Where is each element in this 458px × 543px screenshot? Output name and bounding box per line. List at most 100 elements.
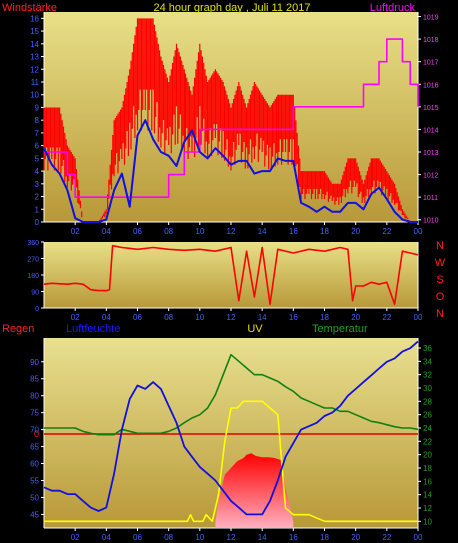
bottom-x-tick-label: 12 [227,533,236,542]
pressure-tick-label: 1018 [423,37,439,44]
top-x-tick-label: 16 [289,227,298,236]
temperature-tick-label: 32 [423,371,432,380]
humidity-tick-label: 50 [30,493,39,502]
pressure-tick-label: 1015 [423,105,439,112]
compass-n-label: N [436,308,444,320]
temperature-tick-label: 24 [423,424,432,433]
bottom-x-tick-label: 22 [382,533,391,542]
pressure-tick-label: 1019 [423,15,439,22]
humidity-tick-label: 55 [30,477,39,486]
direction-tick-label: 270 [27,257,39,264]
wind-average-series [43,119,418,223]
top-x-tick-label: 08 [164,227,173,236]
top-x-tick-label: 10 [195,227,204,236]
humidity-label: Luftfeuchte [66,323,120,335]
chart-title: 24 hour graph day , Juli 11 2017 [154,2,311,14]
mid-x-tick-label: 12 [227,313,236,322]
temperature-tick-label: 14 [423,491,432,500]
bottom-x-tick-label: 16 [289,533,298,542]
temperature-tick-label: 34 [423,357,432,366]
pressure-tick-label: 1016 [423,82,439,89]
humidity-tick-label: 60 [30,460,39,469]
uv-label: UV [247,323,263,335]
temperature-tick-label: 18 [423,464,432,473]
bottom-x-tick-label: 10 [195,533,204,542]
wind-label: Windstärke [2,2,57,14]
radiation-area [215,453,294,528]
wind-tick-label: 4 [35,167,40,176]
top-x-tick-label: 20 [351,227,360,236]
mid-x-tick-label: 14 [258,313,267,322]
mid-x-tick-label: 06 [133,313,142,322]
pressure-tick-label: 1010 [423,218,439,225]
pressure-series [44,38,419,198]
bottom-x-tick-label: 08 [164,533,173,542]
mid-x-tick-label: 16 [289,313,298,322]
direction-series [43,244,419,306]
mid-x-tick-label: 10 [195,313,204,322]
humidity-series [43,340,419,516]
mid-x-tick-label: 00 [414,313,423,322]
top-x-tick-label: 02 [71,227,80,236]
direction-tick-label: 180 [27,273,39,280]
wind-tick-label: 14 [30,40,39,49]
compass-o-label: O [436,291,445,303]
direction-tick-label: 0 [35,306,39,313]
compass-s-label: S [436,274,443,286]
pressure-tick-label: 1012 [423,173,439,180]
pressure-tick-label: 1017 [423,60,439,67]
top-x-tick-label: 04 [102,227,111,236]
wind-tick-label: 7 [35,129,40,138]
compass-n-label: N [436,240,444,252]
humidity-tick-label: 75 [30,409,39,418]
wind-tick-label: 15 [30,27,39,36]
bottom-x-tick-label: 00 [414,533,423,542]
wind-tick-label: 8 [35,116,40,125]
wind-tick-label: 0 [35,218,40,227]
mid-x-tick-label: 18 [320,313,329,322]
top-x-tick-label: 12 [227,227,236,236]
temperature-tick-label: 36 [423,344,432,353]
top-x-tick-label: 18 [320,227,329,236]
temperature-series [44,353,419,436]
wind-tick-label: 3 [35,180,40,189]
bottom-x-tick-label: 14 [258,533,267,542]
bottom-x-tick-label: 06 [133,533,142,542]
top-x-tick-label: 22 [382,227,391,236]
wind-tick-label: 11 [31,78,40,87]
temperature-tick-label: 20 [423,451,432,460]
bottom-x-tick-label: 18 [320,533,329,542]
humidity-tick-label: 90 [30,358,39,367]
mid-x-tick-label: 08 [164,313,173,322]
pressure-tick-label: 1014 [423,127,439,134]
humidity-tick-label: 70 [30,426,39,435]
mid-x-tick-label: 20 [351,313,360,322]
wind-tick-label: 5 [35,154,40,163]
temperature-tick-label: 22 [423,437,432,446]
temperature-tick-label: 16 [423,477,432,486]
uv-series [44,400,418,523]
pressure-tick-label: 1013 [423,150,439,157]
wind-tick-label: 16 [30,14,39,23]
wind-tick-label: 13 [30,53,39,62]
pressure-label: Luftdruck [370,2,416,14]
wind-tick-label: 6 [35,142,40,151]
temperature-tick-label: 28 [423,397,432,406]
temperature-tick-label: 30 [423,384,432,393]
rain-zero-label: 0 [34,429,39,439]
wind-tick-label: 12 [30,65,39,74]
temperature-tick-label: 26 [423,411,432,420]
direction-tick-label: 90 [31,290,39,297]
humidity-tick-label: 65 [30,443,39,452]
temperature-label: Temperatur [312,323,368,335]
mid-x-tick-label: 02 [71,313,80,322]
rain-label: Regen [2,323,34,335]
bottom-x-tick-label: 02 [71,533,80,542]
bottom-x-tick-label: 04 [102,533,111,542]
temperature-tick-label: 10 [423,517,432,526]
top-x-tick-label: 06 [133,227,142,236]
wind-tick-label: 10 [30,91,39,100]
